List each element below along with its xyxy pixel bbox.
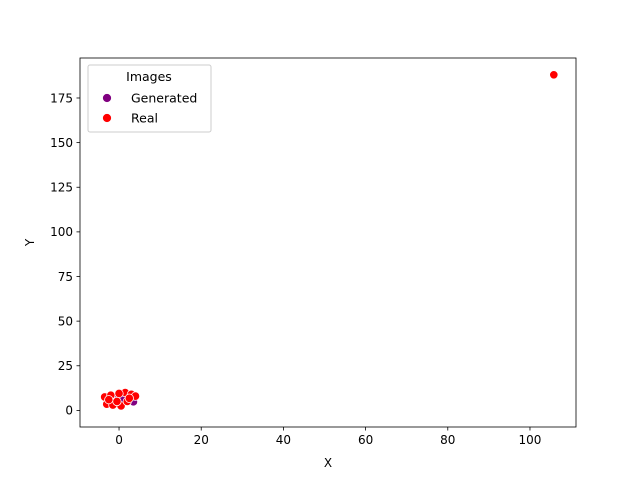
x-tick-label: 80	[440, 433, 455, 447]
y-axis-label: Y	[23, 238, 37, 247]
x-tick-label: 0	[115, 433, 123, 447]
data-point-real-12	[112, 396, 122, 407]
legend-marker-generated	[102, 93, 112, 103]
x-tick-label: 60	[358, 433, 373, 447]
axes-frame	[79, 57, 577, 428]
legend-box	[87, 64, 212, 133]
x-axis-label: X	[324, 456, 332, 470]
plot-area	[79, 57, 577, 428]
data-point-real-10	[104, 395, 114, 405]
y-tick-label: 100	[50, 225, 73, 239]
legend-label-real: Real	[131, 111, 158, 126]
data-point-real-0	[549, 70, 559, 80]
x-tick-label: 100	[519, 433, 542, 447]
legend-label-generated: Generated	[131, 91, 197, 106]
y-tick-label: 150	[50, 136, 73, 150]
y-tick-label: 125	[50, 181, 73, 195]
x-tick-label: 20	[194, 433, 209, 447]
legend: Images Generated Real	[87, 64, 212, 133]
y-tick-label: 75	[58, 270, 73, 284]
x-tick-label: 40	[276, 433, 291, 447]
y-tick-label: 175	[50, 91, 73, 105]
y-tick-label: 0	[65, 404, 73, 418]
data-point-real-13	[124, 393, 134, 403]
axis-ticks: 0 20 40 60 80 100 0 25 50 75 100 125 150 175	[50, 91, 541, 447]
data-point-real-11	[114, 388, 124, 399]
y-tick-label: 25	[58, 359, 73, 373]
legend-marker-real	[102, 113, 112, 123]
legend-title: Images	[126, 69, 172, 84]
y-tick-label: 50	[58, 314, 73, 328]
